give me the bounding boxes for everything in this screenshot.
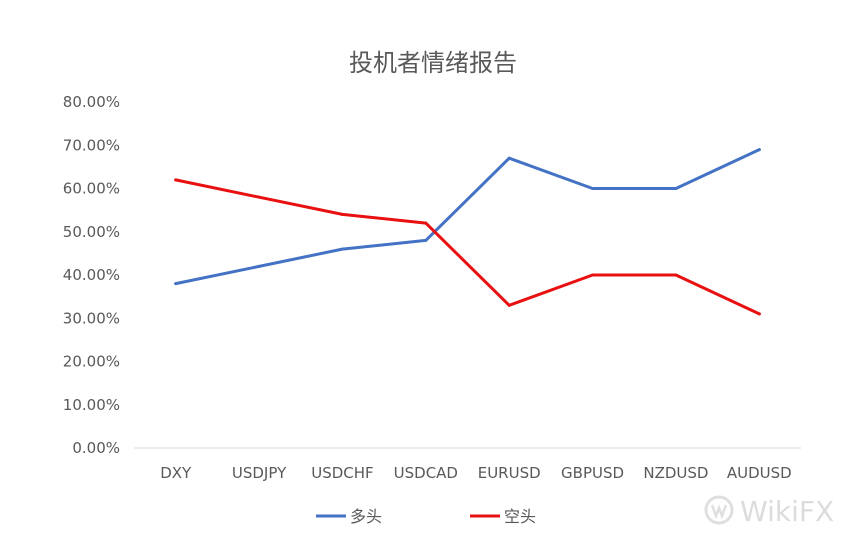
x-tick-label: USDCHF: [311, 464, 373, 482]
y-tick-label: 60.00%: [63, 180, 120, 198]
y-tick-label: 30.00%: [63, 309, 120, 327]
watermark: WikiFX: [704, 495, 834, 528]
data-point: [174, 282, 178, 286]
data-point: [674, 273, 678, 277]
data-point: [257, 264, 261, 268]
data-point: [507, 156, 511, 160]
watermark-text: WikiFX: [740, 495, 834, 528]
x-tick-label: EURUSD: [478, 464, 541, 482]
legend: 多头 空头: [316, 507, 536, 526]
y-tick-label: 70.00%: [63, 136, 120, 154]
legend-label: 空头: [504, 507, 536, 526]
y-tick-label: 20.00%: [63, 353, 120, 371]
data-point: [674, 187, 678, 190]
x-tick-label: USDCAD: [394, 464, 458, 482]
data-point: [340, 247, 344, 251]
series-layer: [174, 148, 761, 316]
data-point: [174, 178, 178, 182]
watermark-logo-mark-icon: [710, 504, 728, 520]
data-point: [424, 238, 428, 242]
watermark-logo-icon: [704, 495, 734, 525]
data-point: [340, 212, 344, 216]
data-point: [257, 195, 261, 199]
axis-layer: 0.00% 10.00% 20.00% 30.00% 40.00% 50.00% 60.00…: [63, 93, 801, 482]
data-point: [507, 303, 511, 307]
x-tick-label: NZDUSD: [643, 464, 708, 482]
data-point: [757, 148, 761, 152]
y-tick-label: 10.00%: [63, 396, 120, 414]
data-point: [591, 187, 595, 190]
legend-label: 多头: [350, 507, 382, 526]
x-tick-label: AUDUSD: [727, 464, 792, 482]
data-point: [757, 312, 761, 316]
y-tick-label: 0.00%: [72, 439, 120, 457]
series-line-short: [174, 178, 761, 316]
y-tick-label: 50.00%: [63, 223, 120, 241]
x-tick-label: GBPUSD: [561, 464, 624, 482]
y-tick-label: 40.00%: [63, 266, 120, 284]
y-tick-label: 80.00%: [63, 93, 120, 111]
chart-title: 投机者情绪报告: [349, 49, 517, 77]
x-tick-label: USDJPY: [232, 464, 287, 482]
data-point: [591, 273, 595, 277]
x-tick-label: DXY: [160, 464, 192, 482]
data-point: [424, 221, 428, 225]
series-line-long: [174, 148, 761, 286]
